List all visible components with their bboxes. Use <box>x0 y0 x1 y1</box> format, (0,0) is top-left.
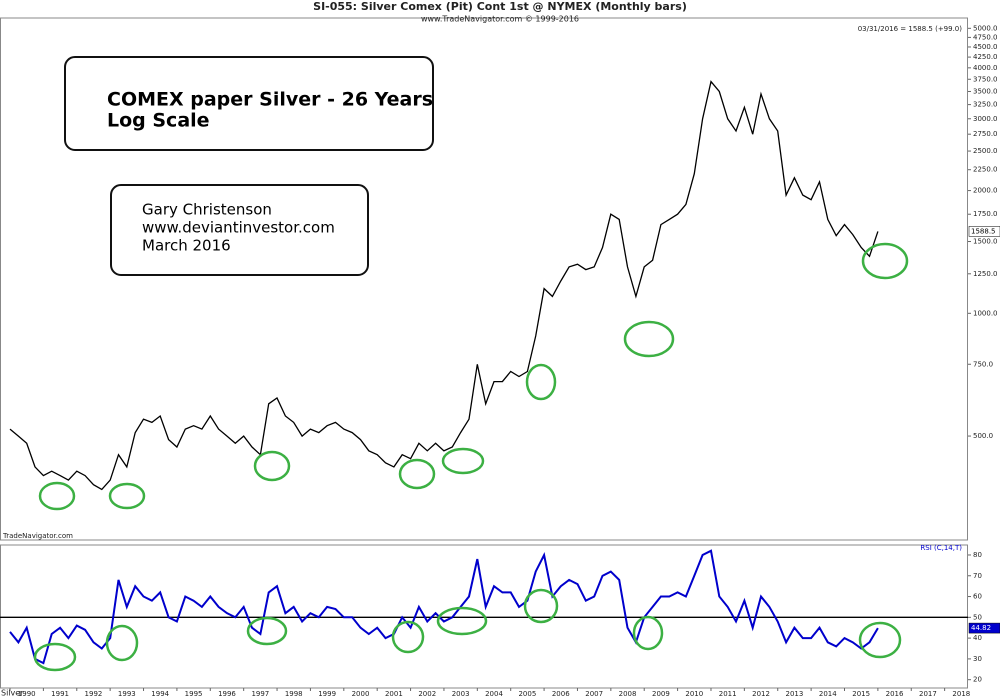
x-tick-label: 2015 <box>852 690 870 698</box>
annotation: Gary Christenson <box>142 201 272 219</box>
x-tick-label: 2014 <box>819 690 837 698</box>
x-tick-label: 1991 <box>51 690 69 698</box>
y-tick-label: 500.0 <box>973 432 993 440</box>
y-tick-label: 30 <box>973 655 982 663</box>
y-tick-label: 40 <box>973 634 982 642</box>
x-tick-label: 2007 <box>585 690 603 698</box>
x-tick-label: 1994 <box>151 690 169 698</box>
annotation: Log Scale <box>107 110 210 132</box>
x-tick-label: 2001 <box>385 690 403 698</box>
annotation-box <box>64 56 434 151</box>
y-tick-label: 80 <box>973 551 982 559</box>
y-tick-label: 1500.0 <box>973 238 998 246</box>
x-tick-label: 2013 <box>786 690 804 698</box>
rsi-title: RSI (C,14,T) <box>920 544 962 552</box>
y-tick-label: 3250.0 <box>973 101 998 109</box>
x-tick-label: 2003 <box>452 690 470 698</box>
y-tick-label: 60 <box>973 593 982 601</box>
highlight <box>525 363 557 401</box>
x-tick-label: 1997 <box>251 690 269 698</box>
y-tick-label: 50 <box>973 613 982 621</box>
x-tick-label: 2005 <box>518 690 536 698</box>
x-tick-label: 1993 <box>118 690 136 698</box>
x-tick-label: 1995 <box>185 690 203 698</box>
y-tick-label: 750.0 <box>973 360 993 368</box>
y-tick-label: 4750.0 <box>973 33 998 41</box>
x-tick-label: 2010 <box>685 690 703 698</box>
x-tick-label: 1990 <box>18 690 36 698</box>
price-panel <box>0 17 968 541</box>
highlight <box>398 458 436 490</box>
series-name: Silver <box>1 689 24 698</box>
x-tick-label: 2009 <box>652 690 670 698</box>
annotation: March 2016 <box>142 237 231 255</box>
x-tick-label: 2012 <box>752 690 770 698</box>
highlight <box>391 620 425 654</box>
x-tick-label: 2002 <box>418 690 436 698</box>
y-tick-label: 2500.0 <box>973 147 998 155</box>
series-line <box>9 549 879 665</box>
highlight <box>246 616 288 646</box>
y-tick-label: 4000.0 <box>973 64 998 72</box>
y-tick-label: 2250.0 <box>973 166 998 174</box>
highlight <box>523 588 559 624</box>
y-tick-label: 2000.0 <box>973 187 998 195</box>
y-tick-label: 3500.0 <box>973 87 998 95</box>
x-tick-label: 1999 <box>318 690 336 698</box>
y-tick-label: 1750.0 <box>973 210 998 218</box>
y-tick-label: 4250.0 <box>973 53 998 61</box>
highlight <box>632 615 664 651</box>
rsi-panel <box>0 544 968 689</box>
x-tick-label: 1996 <box>218 690 236 698</box>
y-tick-label: 1250.0 <box>973 270 998 278</box>
y-tick-label: 4500.0 <box>973 43 998 51</box>
highlight <box>38 481 76 511</box>
y-tick-label: 1000.0 <box>973 309 998 317</box>
x-tick-label: 2016 <box>886 690 904 698</box>
annotation-box <box>110 184 369 276</box>
y-tick-label: 2750.0 <box>973 130 998 138</box>
x-tick-label: 1992 <box>85 690 103 698</box>
y-tick-label: 3750.0 <box>973 75 998 83</box>
last-value-label: 44.82 <box>971 624 991 632</box>
highlight <box>441 447 485 475</box>
highlight <box>33 642 77 672</box>
highlight <box>861 242 909 280</box>
last-value-label: 1588.5 <box>971 227 996 235</box>
last-label: 03/31/2016 = 1588.5 (+99.0) <box>858 25 963 33</box>
chart-title: SI-055: Silver Comex (Pit) Cont 1st @ NY… <box>313 0 687 13</box>
x-tick-label: 2017 <box>919 690 937 698</box>
marks: 500.0 750.0 1000.0 1250.0 1500.0 1750.0 2000.0… <box>0 24 1000 698</box>
highlight <box>623 320 675 358</box>
y-tick-label: 70 <box>973 572 982 580</box>
chart-subtitle: www.TradeNavigator.com © 1999-2016 <box>421 15 579 24</box>
x-tick-label: 2006 <box>552 690 570 698</box>
annotation: www.deviantinvestor.com <box>142 219 335 237</box>
x-tick-label: 2000 <box>352 690 370 698</box>
y-tick-label: 5000.0 <box>973 24 998 32</box>
y-tick-label: 20 <box>973 676 982 684</box>
y-tick-label: 3000.0 <box>973 115 998 123</box>
x-tick-label: 2004 <box>485 690 503 698</box>
highlight <box>105 624 139 662</box>
highlight <box>436 606 488 636</box>
x-tick-label: 2008 <box>619 690 637 698</box>
x-tick-label: 1998 <box>285 690 303 698</box>
last-value-box <box>968 226 1000 237</box>
highlight <box>253 450 291 482</box>
x-tick-label: 2018 <box>952 690 970 698</box>
x-tick-label: 2011 <box>719 690 737 698</box>
highlights <box>33 242 909 672</box>
series-line <box>9 80 879 491</box>
last-value-box <box>968 622 1000 634</box>
annotation: COMEX paper Silver - 26 Years <box>107 89 433 111</box>
highlight <box>858 621 902 659</box>
source: TradeNavigator.com <box>2 532 73 540</box>
highlight <box>108 482 146 510</box>
